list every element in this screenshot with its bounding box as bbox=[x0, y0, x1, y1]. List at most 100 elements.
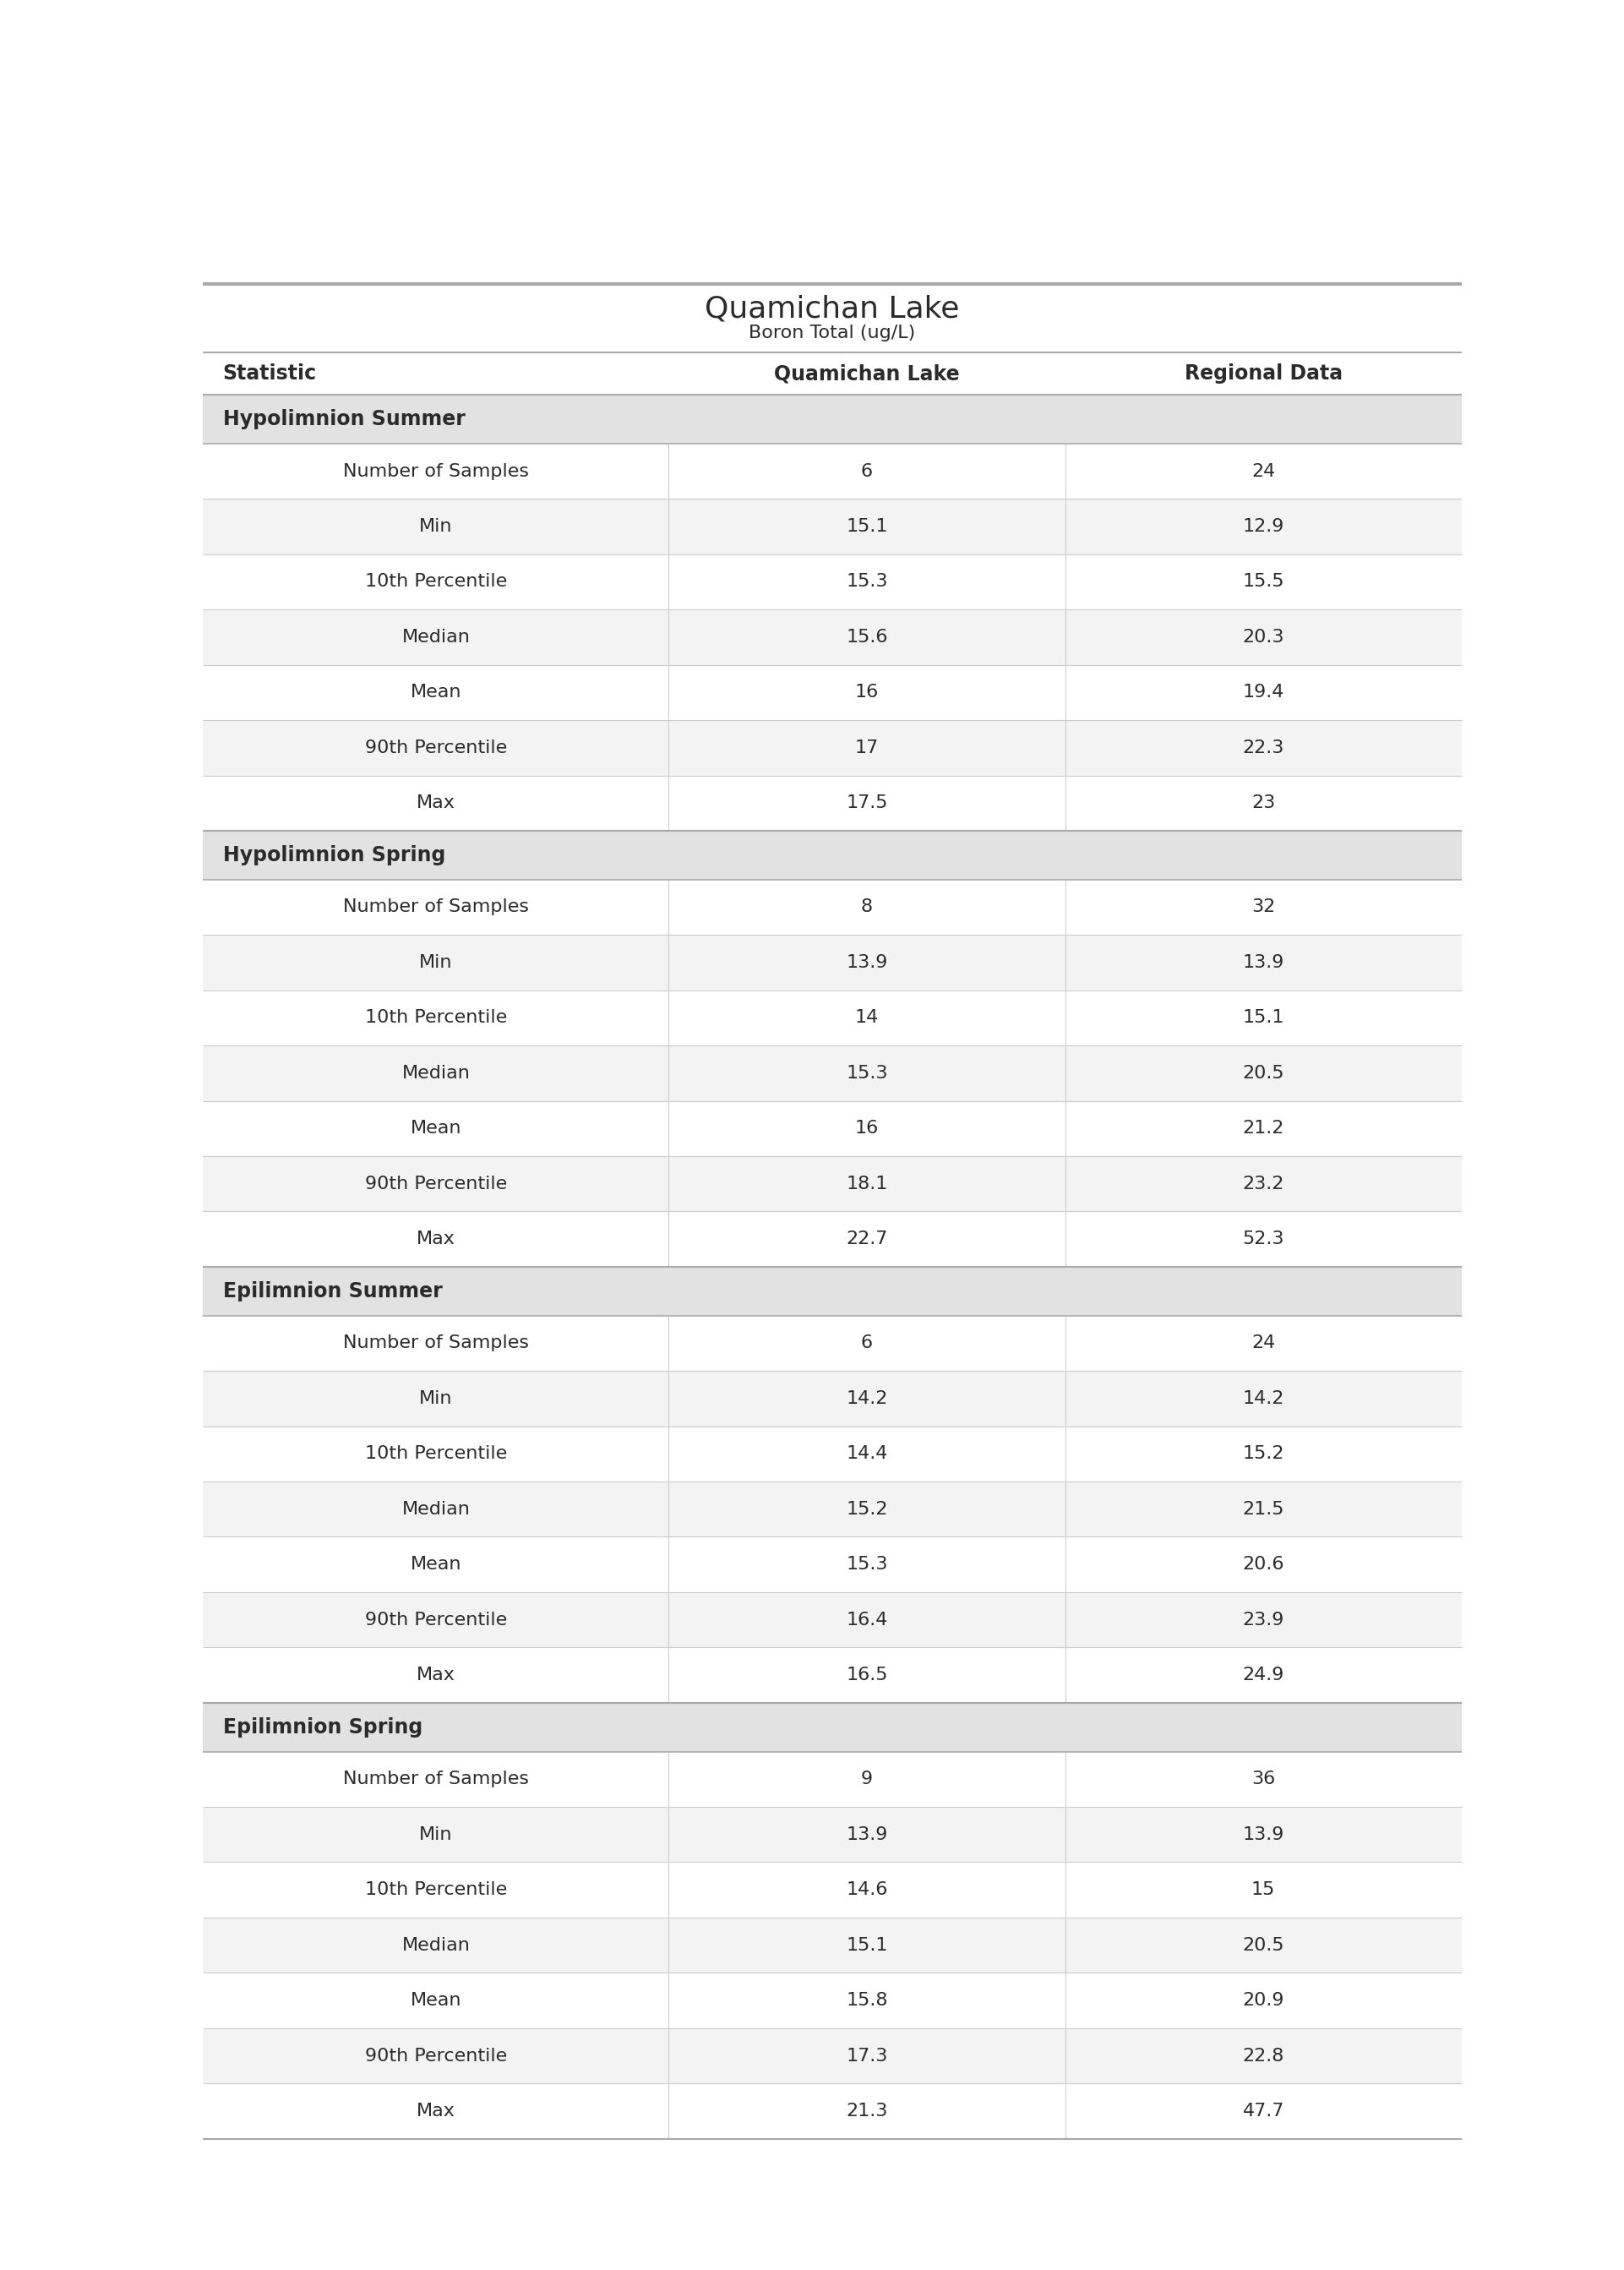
Text: 20.5: 20.5 bbox=[1242, 1936, 1285, 1954]
Bar bbox=[203, 1155, 1462, 1212]
Text: Epilimnion Summer: Epilimnion Summer bbox=[222, 1280, 442, 1301]
Text: Number of Samples: Number of Samples bbox=[343, 1335, 529, 1351]
Bar bbox=[203, 1807, 1462, 1861]
Bar bbox=[203, 499, 1462, 554]
Text: 15.3: 15.3 bbox=[846, 1065, 888, 1081]
Text: Mean: Mean bbox=[411, 1555, 461, 1573]
Text: 20.6: 20.6 bbox=[1242, 1555, 1285, 1573]
Text: 14.2: 14.2 bbox=[846, 1389, 888, 1407]
Text: Min: Min bbox=[419, 1389, 453, 1407]
Bar bbox=[203, 831, 1462, 878]
Text: Quamichan Lake: Quamichan Lake bbox=[775, 363, 960, 384]
Bar bbox=[203, 1046, 1462, 1101]
Text: 90th Percentile: 90th Percentile bbox=[365, 2048, 507, 2063]
Text: 15.3: 15.3 bbox=[846, 1555, 888, 1573]
Text: Median: Median bbox=[401, 629, 469, 645]
Bar bbox=[203, 1752, 1462, 1807]
Bar bbox=[203, 352, 1462, 395]
Text: 10th Percentile: 10th Percentile bbox=[365, 1010, 507, 1026]
Text: 47.7: 47.7 bbox=[1242, 2102, 1285, 2120]
Text: Number of Samples: Number of Samples bbox=[343, 1771, 529, 1789]
Text: Max: Max bbox=[416, 1230, 455, 1249]
Text: 13.9: 13.9 bbox=[846, 953, 888, 972]
Text: 18.1: 18.1 bbox=[846, 1176, 888, 1192]
Text: 90th Percentile: 90th Percentile bbox=[365, 740, 507, 756]
Text: Min: Min bbox=[419, 1825, 453, 1843]
Bar bbox=[203, 1861, 1462, 1918]
Text: 14: 14 bbox=[854, 1010, 879, 1026]
Bar bbox=[203, 2027, 1462, 2084]
Bar bbox=[203, 935, 1462, 990]
Text: 10th Percentile: 10th Percentile bbox=[365, 1882, 507, 1898]
Bar bbox=[203, 1648, 1462, 1702]
Bar bbox=[203, 1973, 1462, 2027]
Bar bbox=[203, 1591, 1462, 1648]
Text: 15.1: 15.1 bbox=[846, 518, 888, 536]
Text: Max: Max bbox=[416, 1666, 455, 1684]
Text: Min: Min bbox=[419, 518, 453, 536]
Text: 32: 32 bbox=[1252, 899, 1275, 915]
Text: 22.3: 22.3 bbox=[1242, 740, 1285, 756]
Text: Epilimnion Spring: Epilimnion Spring bbox=[222, 1716, 422, 1737]
Text: 23.2: 23.2 bbox=[1242, 1176, 1285, 1192]
Text: 14.4: 14.4 bbox=[846, 1446, 888, 1462]
Text: Mean: Mean bbox=[411, 683, 461, 701]
Text: 15.1: 15.1 bbox=[1242, 1010, 1285, 1026]
Bar bbox=[203, 1482, 1462, 1537]
Text: 20.5: 20.5 bbox=[1242, 1065, 1285, 1081]
Text: 10th Percentile: 10th Percentile bbox=[365, 574, 507, 590]
Bar bbox=[203, 1212, 1462, 1267]
Bar bbox=[203, 1317, 1462, 1371]
Text: 24.9: 24.9 bbox=[1242, 1666, 1285, 1684]
Bar bbox=[203, 665, 1462, 720]
Text: 17.5: 17.5 bbox=[846, 794, 888, 813]
Text: 6: 6 bbox=[861, 1335, 872, 1351]
Text: 13.9: 13.9 bbox=[1242, 1825, 1285, 1843]
Text: 15.5: 15.5 bbox=[1242, 574, 1285, 590]
Text: Number of Samples: Number of Samples bbox=[343, 463, 529, 479]
Text: 24: 24 bbox=[1252, 463, 1275, 479]
Bar bbox=[203, 878, 1462, 935]
Text: Median: Median bbox=[401, 1936, 469, 1954]
Text: 13.9: 13.9 bbox=[846, 1825, 888, 1843]
Text: 17.3: 17.3 bbox=[846, 2048, 888, 2063]
Bar bbox=[203, 1537, 1462, 1591]
Text: 9: 9 bbox=[861, 1771, 872, 1789]
Text: 21.2: 21.2 bbox=[1242, 1119, 1285, 1137]
Text: 15.1: 15.1 bbox=[846, 1936, 888, 1954]
Text: 90th Percentile: 90th Percentile bbox=[365, 1176, 507, 1192]
Bar bbox=[203, 1267, 1462, 1317]
Text: Boron Total (ug/L): Boron Total (ug/L) bbox=[749, 325, 916, 343]
Bar bbox=[203, 1101, 1462, 1155]
Text: Mean: Mean bbox=[411, 1119, 461, 1137]
Bar bbox=[203, 1702, 1462, 1752]
Bar bbox=[203, 1371, 1462, 1426]
Text: 16.4: 16.4 bbox=[846, 1612, 888, 1628]
Text: Hypolimnion Spring: Hypolimnion Spring bbox=[222, 844, 445, 865]
Text: 23.9: 23.9 bbox=[1242, 1612, 1285, 1628]
Text: Quamichan Lake: Quamichan Lake bbox=[705, 295, 960, 322]
Text: 16: 16 bbox=[854, 683, 879, 701]
Text: 22.8: 22.8 bbox=[1242, 2048, 1285, 2063]
Bar bbox=[203, 554, 1462, 608]
Bar bbox=[203, 1426, 1462, 1482]
Text: Median: Median bbox=[401, 1500, 469, 1519]
Text: 20.3: 20.3 bbox=[1242, 629, 1285, 645]
Text: 21.3: 21.3 bbox=[846, 2102, 888, 2120]
Bar bbox=[203, 1918, 1462, 1973]
Text: 8: 8 bbox=[861, 899, 872, 915]
Text: 20.9: 20.9 bbox=[1242, 1993, 1285, 2009]
Bar bbox=[203, 443, 1462, 499]
Text: 12.9: 12.9 bbox=[1242, 518, 1285, 536]
Text: 15.3: 15.3 bbox=[846, 574, 888, 590]
Text: Hypolimnion Summer: Hypolimnion Summer bbox=[222, 409, 464, 429]
Bar bbox=[203, 776, 1462, 831]
Text: 17: 17 bbox=[854, 740, 879, 756]
Text: 16.5: 16.5 bbox=[846, 1666, 888, 1684]
Text: 19.4: 19.4 bbox=[1242, 683, 1285, 701]
Text: 23: 23 bbox=[1252, 794, 1275, 813]
Text: Max: Max bbox=[416, 2102, 455, 2120]
Text: 16: 16 bbox=[854, 1119, 879, 1137]
Bar bbox=[203, 2084, 1462, 2138]
Bar bbox=[203, 284, 1462, 352]
